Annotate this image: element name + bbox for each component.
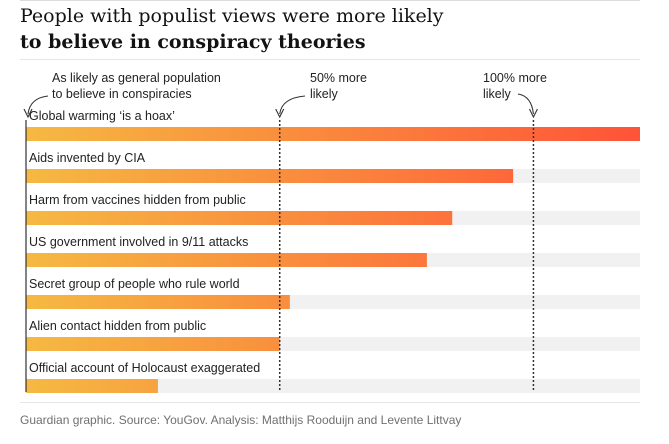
category-label: Aids invented by CIA	[29, 151, 146, 165]
bar	[26, 253, 427, 267]
arrow-baseline	[27, 95, 49, 115]
annotation-baseline: to believe in conspiracies	[52, 87, 192, 101]
bar-track	[26, 379, 640, 393]
bar	[26, 295, 290, 309]
annotation-100-percent: 100% more	[483, 71, 547, 85]
arrow-50	[279, 95, 306, 115]
arrow-50-head	[275, 108, 285, 119]
bar	[26, 337, 280, 351]
category-label: Harm from vaccines hidden from public	[29, 193, 246, 207]
bar	[26, 211, 453, 225]
chart-title: People with populist views were more lik…	[20, 3, 444, 55]
source-note: Guardian graphic. Source: YouGov. Analys…	[20, 413, 462, 427]
arrow-100-head	[528, 108, 538, 119]
annotation-50-percent: likely	[310, 87, 339, 101]
category-label: Global warming ‘is a hoax’	[29, 109, 175, 123]
category-label: Secret group of people who rule world	[29, 277, 240, 291]
title-line-2: to believe in conspiracy theories	[20, 31, 366, 53]
bar	[26, 127, 640, 141]
category-label: Official account of Holocaust exaggerate…	[29, 361, 260, 375]
top-rule	[20, 0, 640, 1]
category-label: Alien contact hidden from public	[29, 319, 206, 333]
category-label: US government involved in 9/11 attacks	[29, 235, 248, 249]
arrow-baseline-head	[23, 108, 33, 119]
annotation-50-percent: 50% more	[310, 71, 367, 85]
arrow-100	[517, 93, 534, 115]
footer-divider	[20, 402, 640, 403]
annotation-100-percent: likely	[483, 87, 512, 101]
title-line-1: People with populist views were more lik…	[20, 5, 444, 27]
title-divider	[20, 59, 640, 60]
annotation-baseline: As likely as general population	[52, 71, 221, 85]
bar	[26, 169, 514, 183]
bar	[26, 379, 158, 393]
